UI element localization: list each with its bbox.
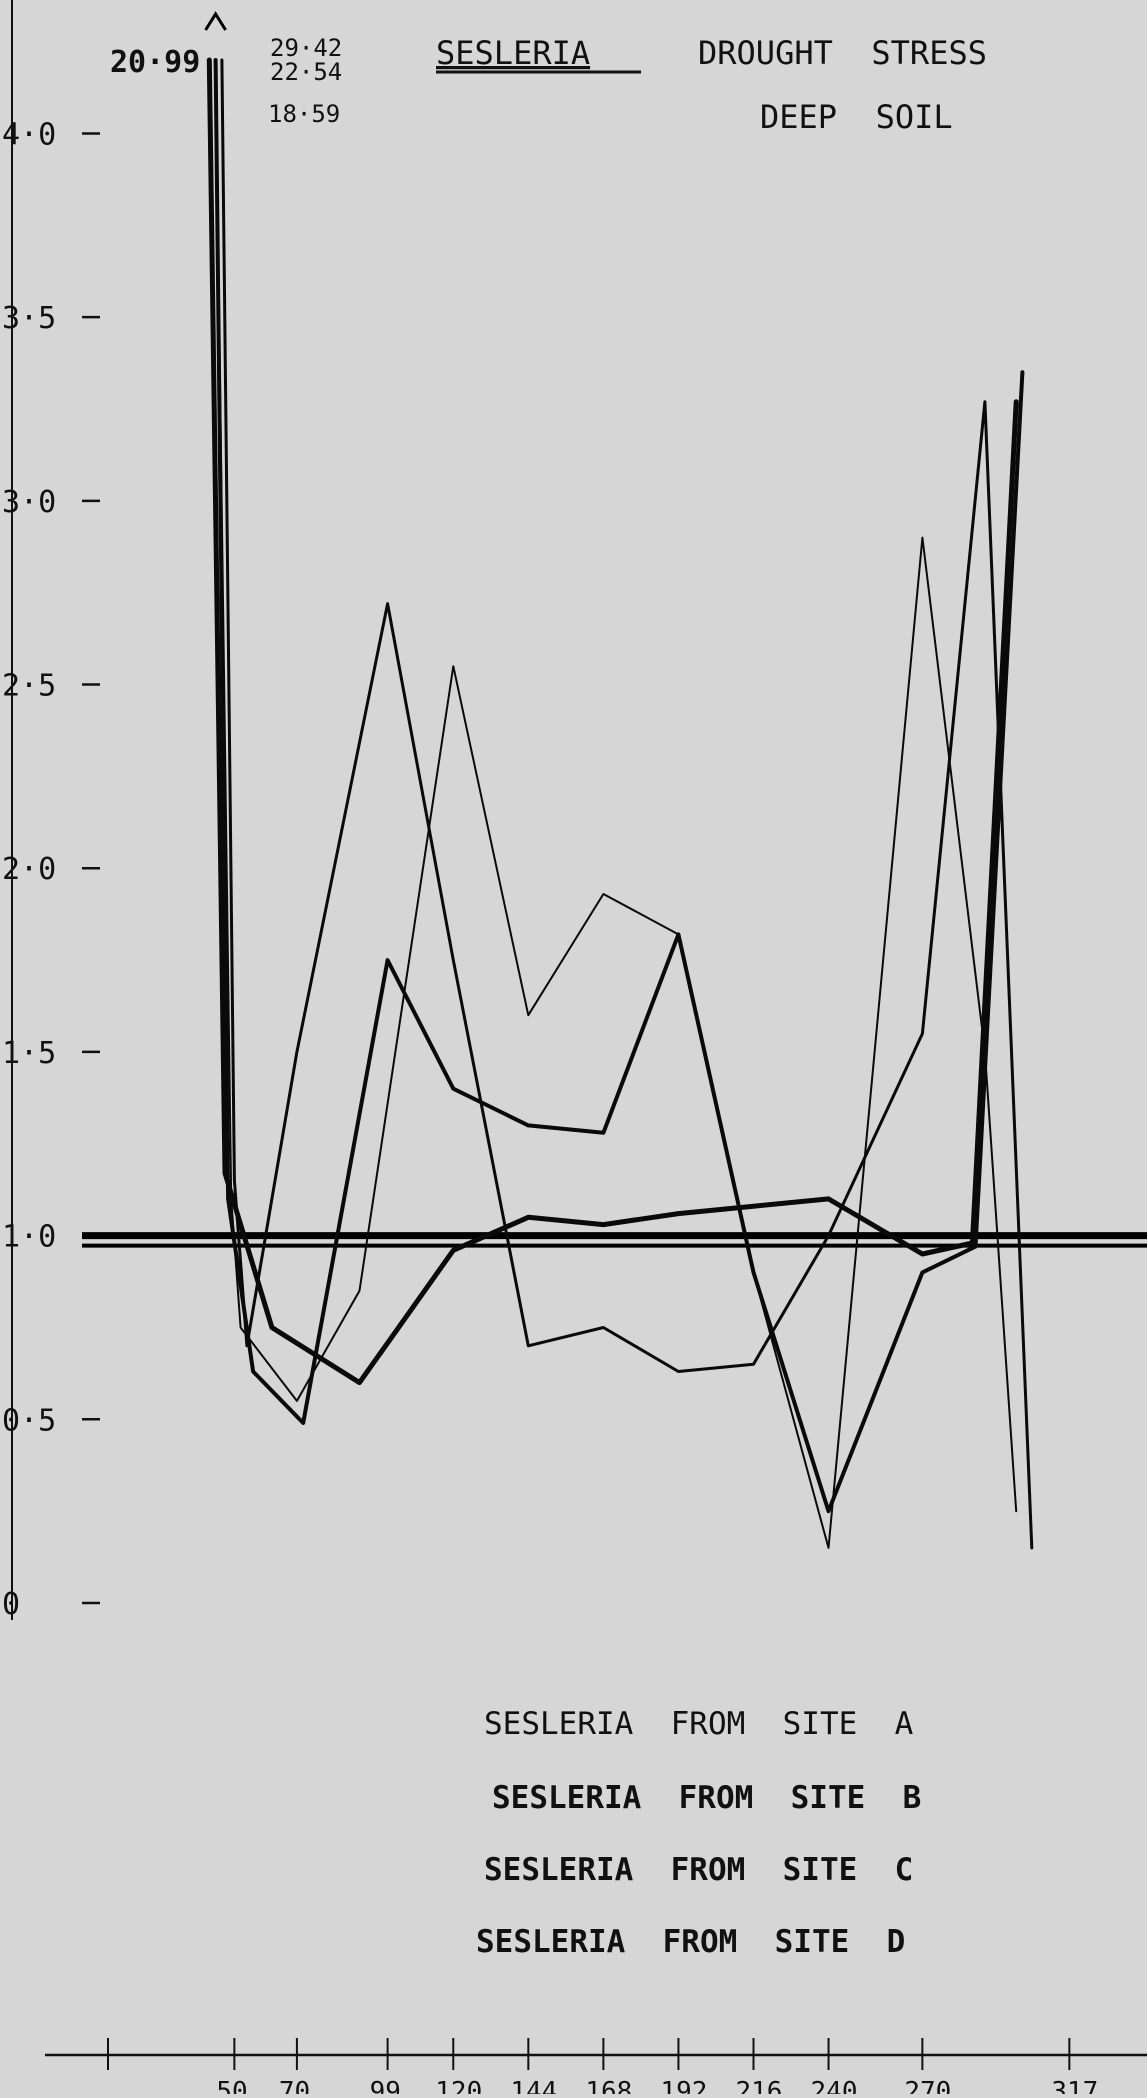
chart-title-genus: SESLERIA (436, 34, 590, 72)
y-tick-label: 3·0 (2, 485, 56, 520)
chart-title-line1: DROUGHT STRESS (698, 34, 987, 72)
peak-annotation-left: 20·99 (110, 45, 200, 80)
x-tick-label: 99 (370, 2077, 401, 2094)
y-tick-label: 2·5 (2, 669, 56, 704)
series-line-site-d (209, 60, 1016, 1383)
labels-group: 20·99 29·42 22·54 18·59 SESLERIA DROUGHT… (110, 34, 987, 136)
off-scale-arrow (206, 14, 226, 30)
y-tick-label: 0·5 (2, 1403, 56, 1438)
x-tick-label: 50 (216, 2077, 247, 2094)
x-tick-label: 120 (435, 2077, 482, 2094)
x-tick-label: 270 (904, 2077, 951, 2094)
series-line-site-a (216, 60, 1017, 1548)
x-tick-label: 70 (279, 2077, 310, 2094)
x-tick-label: 192 (660, 2077, 707, 2094)
series-group (206, 14, 1032, 1548)
chart-title-line2: DEEP SOIL (760, 98, 953, 136)
x-tick-label: 317 (1051, 2077, 1098, 2094)
legend-entry-site-b: SESLERIA FROM SITE B (492, 1780, 921, 1816)
legend: SESLERIA FROM SITE A SESLERIA FROM SITE … (476, 1706, 921, 1960)
x-tick-label: 216 (735, 2077, 782, 2094)
peak-annotation-value-2: 22·54 (270, 58, 342, 86)
y-tick-label: 2·0 (2, 852, 56, 887)
legend-entry-site-c: SESLERIA FROM SITE C (484, 1852, 913, 1888)
y-tick-label: 0 (2, 1587, 20, 1622)
legend-entry-site-a: SESLERIA FROM SITE A (484, 1706, 914, 1742)
series-line-site-c (216, 60, 1023, 1511)
y-tick-label: 3·5 (2, 301, 56, 336)
y-tick-label: 1·5 (2, 1036, 56, 1071)
y-tick-label: 4·0 (2, 117, 56, 152)
x-tick-label: 144 (510, 2077, 557, 2094)
x-tick-label: 240 (811, 2077, 858, 2094)
series-line-site-b (222, 60, 1032, 1548)
peak-annotation-value-3: 18·59 (268, 100, 340, 128)
y-tick-label: 1·0 (2, 1220, 56, 1255)
x-tick-label: 168 (585, 2077, 632, 2094)
legend-entry-site-d: SESLERIA FROM SITE D (476, 1924, 905, 1960)
